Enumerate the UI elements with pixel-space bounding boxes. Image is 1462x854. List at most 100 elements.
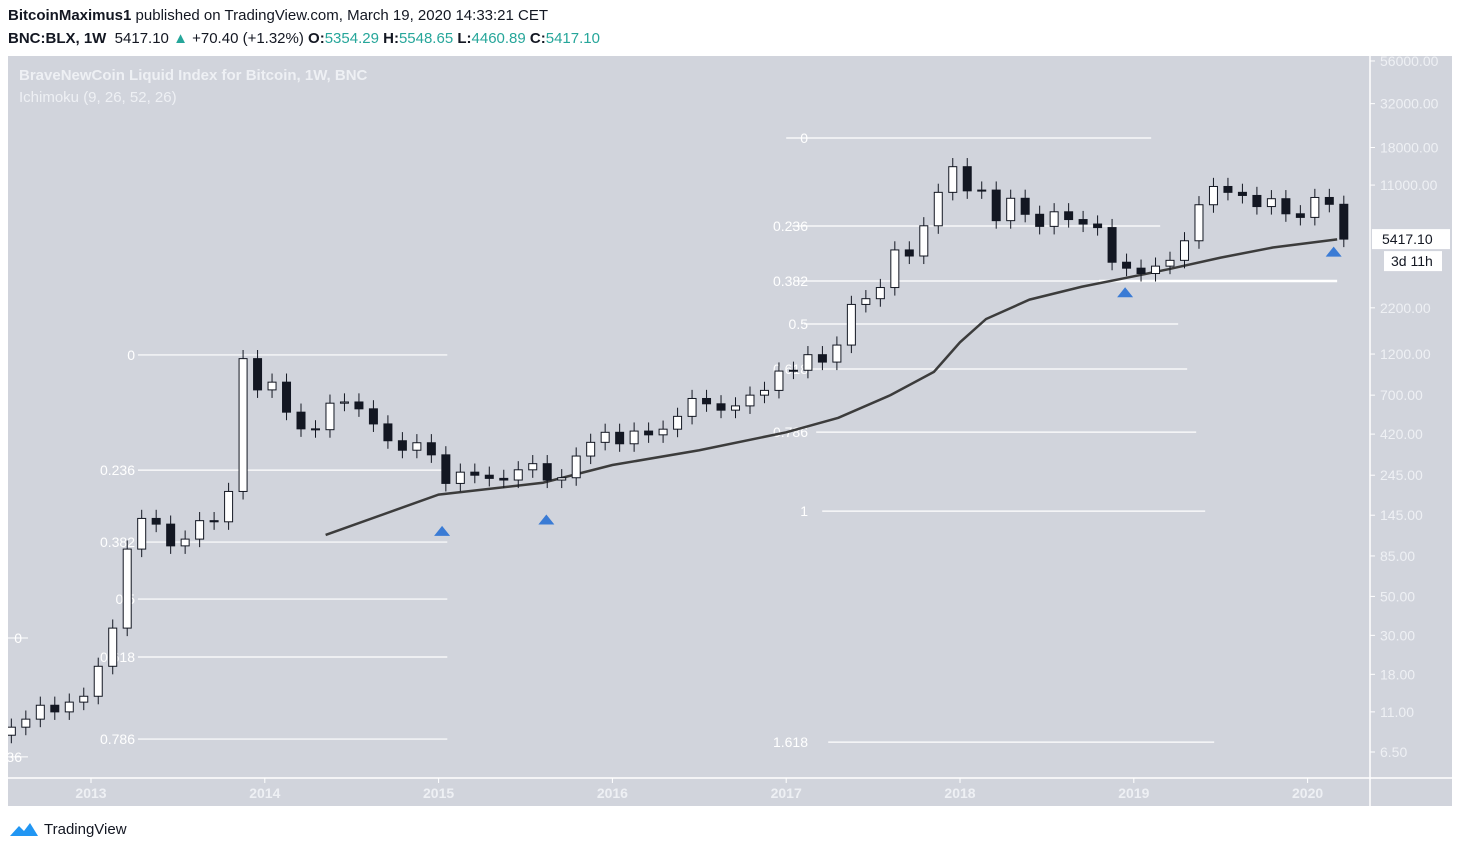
tradingview-logo[interactable]: TradingView	[8, 820, 127, 838]
fib-right-label: 0.382	[773, 273, 808, 289]
low-value: 4460.89	[471, 30, 526, 47]
candle	[282, 381, 292, 413]
candle	[368, 408, 378, 425]
candle	[1237, 191, 1247, 196]
y-tick-label: 11000.00	[1380, 177, 1438, 193]
y-tick-label: 18.00	[1380, 666, 1415, 682]
candle	[122, 548, 132, 629]
last-price-box	[1372, 229, 1450, 250]
candle	[1223, 185, 1233, 193]
candle	[426, 442, 436, 456]
candle	[1324, 196, 1334, 205]
x-tick-label: 2016	[597, 785, 628, 801]
fib-left-label: 0	[127, 347, 135, 363]
candle	[310, 428, 320, 431]
fib-right-label: 0.236	[773, 218, 808, 234]
candle	[919, 225, 929, 257]
candle	[586, 441, 596, 457]
candle	[383, 423, 393, 442]
y-tick-label: 56000.00	[1380, 56, 1439, 69]
candle	[484, 474, 494, 479]
candle	[759, 389, 769, 396]
candle	[977, 189, 987, 192]
candle	[195, 520, 205, 540]
candle	[1093, 223, 1103, 229]
candle	[557, 477, 567, 481]
candle	[513, 469, 523, 481]
candle	[35, 704, 45, 720]
candle	[1049, 211, 1059, 227]
fib-far-left-label: -36	[8, 749, 22, 765]
open-value: 5354.29	[324, 30, 379, 47]
y-tick-label: 1200.00	[1380, 346, 1431, 362]
y-tick-label: 30.00	[1380, 627, 1415, 643]
brand-name: TradingView	[44, 820, 127, 838]
candle	[1339, 203, 1349, 240]
candle	[673, 415, 683, 430]
indicator-label[interactable]: Ichimoku (9, 26, 52, 26)	[19, 89, 177, 106]
candle	[1310, 196, 1320, 218]
candle	[1295, 213, 1305, 218]
candle	[817, 354, 827, 363]
candle	[644, 430, 654, 436]
chart-panel[interactable]: 56000.00 32000.00 18000.00 11000.00 2200.00 1…	[8, 56, 1452, 806]
candle	[745, 394, 755, 407]
y-tick-label: 420.00	[1380, 426, 1423, 442]
candle	[600, 431, 610, 443]
change: +70.40 (+1.32%)	[192, 30, 304, 47]
candle	[267, 381, 277, 391]
candle	[962, 166, 972, 192]
y-tick-label: 6.50	[1380, 744, 1407, 760]
candle	[50, 704, 60, 713]
candle	[832, 344, 842, 363]
up-arrow-icon	[538, 514, 555, 525]
candle	[615, 431, 625, 445]
publish-text: published on TradingView.com, March 19, …	[135, 7, 549, 24]
candle	[788, 369, 798, 372]
candle	[455, 471, 465, 484]
candle	[499, 477, 509, 481]
candle	[79, 695, 89, 703]
candle	[93, 665, 103, 697]
candle	[1020, 197, 1030, 215]
candle	[702, 397, 712, 405]
candle	[1208, 185, 1218, 206]
candle	[238, 358, 248, 492]
candle	[904, 249, 914, 257]
author[interactable]: BitcoinMaximus1	[8, 7, 132, 24]
candle	[1194, 204, 1204, 242]
candle	[658, 428, 668, 436]
candle	[397, 440, 407, 451]
publish-info: BitcoinMaximus1 published on TradingView…	[8, 7, 548, 24]
x-tick-label: 2020	[1292, 785, 1323, 801]
candle	[354, 401, 364, 410]
x-tick-label: 2015	[423, 785, 454, 801]
candle	[1122, 261, 1132, 269]
candle	[528, 463, 538, 471]
candle	[1035, 213, 1045, 227]
candle	[875, 287, 885, 300]
high-value: 5548.65	[398, 30, 454, 47]
candle	[166, 523, 176, 547]
candle	[180, 538, 190, 547]
low-label: L:	[457, 30, 472, 47]
candle	[1281, 198, 1291, 215]
candle	[846, 303, 856, 346]
up-arrow-icon	[434, 525, 451, 536]
candle	[774, 370, 784, 391]
candle	[933, 191, 943, 227]
x-tick-label: 2019	[1118, 785, 1149, 801]
close-value: 5417.10	[545, 30, 600, 47]
candle	[296, 411, 306, 430]
candle	[571, 455, 581, 479]
countdown-label: 3d 11h	[1391, 253, 1433, 269]
candle	[21, 718, 31, 728]
cloud-logo-icon	[10, 823, 38, 836]
fib-left-label: 0.382	[100, 534, 135, 550]
close-label: C:	[529, 30, 546, 47]
candle	[339, 401, 349, 404]
candle	[1165, 259, 1175, 267]
chart-svg[interactable]: 56000.00 32000.00 18000.00 11000.00 2200.00 1…	[8, 56, 1452, 806]
candle	[1078, 219, 1088, 225]
chart-title: BraveNewCoin Liquid Index for Bitcoin, 1…	[19, 67, 368, 84]
